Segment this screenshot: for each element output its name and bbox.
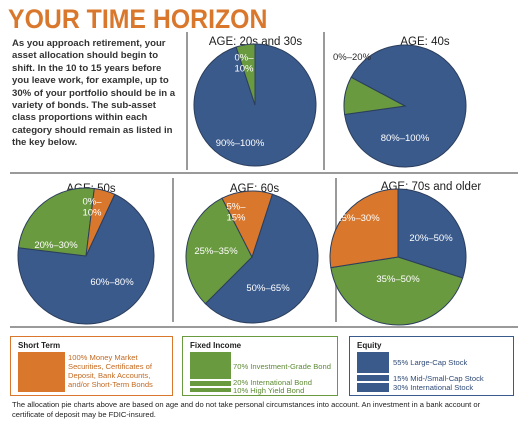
key-fixed-income-item-3: 10% High Yield Bond xyxy=(233,386,305,395)
pie-label-60s-short-term: 5%– 15% xyxy=(226,202,246,224)
key-equity-item-1: 55% Large-Cap Stock xyxy=(393,358,468,367)
key-short-term-swatch xyxy=(18,352,65,392)
pie-chart-60s: 50%–65% 25%–35% 5%– 15% xyxy=(185,190,319,324)
pie-title-20s-30s: AGE: 20s and 30s xyxy=(208,36,303,48)
divider-vertical-top-2 xyxy=(323,32,325,170)
key-equity-swatch-3 xyxy=(357,383,389,392)
pie-label-70s-older-fixed-income: 35%–50% xyxy=(376,274,420,285)
divider-vertical-bottom-1 xyxy=(172,178,174,322)
pie-slice-70s-older-equity xyxy=(397,188,467,279)
key-fixed-income-swatch-3 xyxy=(190,388,231,392)
pie-slice-50s-short-term xyxy=(85,187,116,257)
pie-label-60s-equity: 50%–65% xyxy=(246,283,290,294)
pie-label-50s-short-term: 0%– 10% xyxy=(82,197,102,219)
key-fixed-income-item-1: 70% Investment-Grade Bond xyxy=(233,362,331,371)
key-fixed-income-item-2: 20% International Bond xyxy=(233,378,312,387)
pie-chart-40s: 80%–100% 0%–20% xyxy=(333,44,467,168)
pie-label-20s-30s-equity: 90%–100% xyxy=(216,138,265,149)
key-equity-swatch-2 xyxy=(357,375,389,381)
pie-label-70s-older-short-term: 15%–30% xyxy=(336,213,380,224)
pie-chart-20s-30s: 90%–100% 0%– 10% xyxy=(193,43,317,167)
pie-slice-60s-fixed-income xyxy=(185,197,253,305)
key-equity-title: Equity xyxy=(357,341,382,350)
pie-label-20s-30s-fixed-income: 0%– 10% xyxy=(234,53,254,75)
pie-label-70s-older-equity: 20%–50% xyxy=(409,233,453,244)
key-fixed-income-swatch-1 xyxy=(190,352,231,379)
key-equity-item-3: 30% International Stock xyxy=(393,383,474,392)
key-short-term: Short Term 100% Money Market Securities,… xyxy=(10,336,173,396)
pie-label-50s-fixed-income: 20%–30% xyxy=(34,240,78,251)
key-fixed-income-swatch-2 xyxy=(190,381,231,386)
pie-label-50s-equity: 60%–80% xyxy=(90,277,134,288)
pie-slice-40s-fixed-income xyxy=(343,76,407,116)
key-fixed-income-title: Fixed Income xyxy=(190,341,242,350)
pie-slice-20s-30s-equity xyxy=(193,43,317,167)
pie-label-60s-fixed-income: 25%–35% xyxy=(194,246,238,257)
key-short-term-text: 100% Money Market Securities, Certificat… xyxy=(68,353,153,389)
divider-horizontal-middle xyxy=(10,172,518,174)
key-equity-swatch-1 xyxy=(357,352,389,373)
divider-horizontal-bottom xyxy=(10,326,518,328)
pie-chart-50s: 60%–80% 20%–30% 0%– 10% xyxy=(17,187,155,325)
pie-chart-70s-older: 20%–50% 35%–50% 15%–30% xyxy=(329,188,467,326)
key-short-term-title: Short Term xyxy=(18,341,61,350)
pie-label-40s-fixed-income: 0%–20% xyxy=(333,52,372,63)
page-title: YOUR TIME HORIZON xyxy=(8,4,268,34)
key-equity-item-2: 15% Mid-/Small-Cap Stock xyxy=(393,374,484,383)
key-equity: Equity 55% Large-Cap Stock 15% Mid-/Smal… xyxy=(349,336,514,396)
intro-text: As you approach retirement, your asset a… xyxy=(12,38,176,149)
pie-label-40s-equity: 80%–100% xyxy=(381,133,430,144)
pie-slice-70s-older-short-term xyxy=(329,188,399,269)
key-fixed-income: Fixed Income 70% Investment-Grade Bond 2… xyxy=(182,336,338,396)
pie-slice-50s-fixed-income xyxy=(17,187,95,257)
pie-slice-20s-30s-fixed-income xyxy=(235,43,256,106)
pie-slice-70s-older-fixed-income xyxy=(330,256,464,326)
pie-slice-60s-short-term xyxy=(221,190,274,259)
divider-vertical-top-1 xyxy=(186,32,188,170)
footnote: The allocation pie charts above are base… xyxy=(12,400,481,419)
pie-slice-50s-equity xyxy=(17,193,155,325)
pie-slice-60s-equity xyxy=(204,193,319,324)
